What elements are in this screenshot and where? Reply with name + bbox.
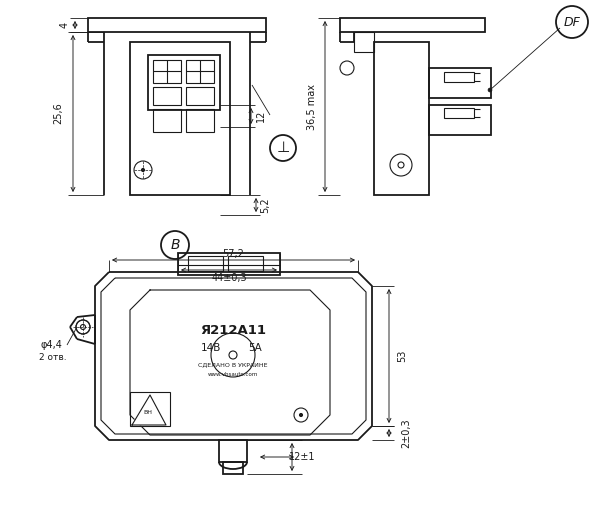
Bar <box>228 256 263 271</box>
Bar <box>130 42 230 195</box>
Text: 53: 53 <box>397 350 407 362</box>
Bar <box>223 462 243 474</box>
Text: СДЕЛАНО В УКРАИНЕ: СДЕЛАНО В УКРАИНЕ <box>198 363 268 368</box>
Text: 12±1: 12±1 <box>289 452 315 462</box>
Bar <box>153 60 181 83</box>
Circle shape <box>488 88 492 92</box>
Bar <box>374 42 429 195</box>
Text: 25,6: 25,6 <box>53 103 63 124</box>
Text: 5,2: 5,2 <box>260 197 270 213</box>
Text: 44±0,3: 44±0,3 <box>211 273 247 283</box>
Text: B: B <box>170 238 180 252</box>
Bar <box>429 105 491 135</box>
Bar <box>429 68 491 98</box>
Bar <box>148 55 220 110</box>
Bar <box>186 109 214 132</box>
Text: Я212А11: Я212А11 <box>200 324 266 336</box>
Text: 2±0,3: 2±0,3 <box>401 418 411 448</box>
Text: φ4,4: φ4,4 <box>40 340 62 350</box>
Bar <box>153 87 181 105</box>
Bar <box>178 253 280 275</box>
Text: DF: DF <box>564 16 581 28</box>
Text: 2 отв.: 2 отв. <box>39 352 67 362</box>
Bar <box>88 18 266 32</box>
Circle shape <box>142 169 145 172</box>
Circle shape <box>300 414 303 417</box>
Bar <box>219 440 247 462</box>
Bar <box>354 32 374 52</box>
Polygon shape <box>132 395 166 425</box>
Bar <box>444 108 474 118</box>
Bar <box>186 87 214 105</box>
Text: 36,5 max: 36,5 max <box>307 83 317 129</box>
Text: 12: 12 <box>256 110 266 122</box>
Text: 14В: 14В <box>201 343 221 353</box>
Text: 4: 4 <box>60 22 70 28</box>
Bar <box>188 256 223 271</box>
Text: 5А: 5А <box>248 343 262 353</box>
Bar <box>153 109 181 132</box>
Bar <box>130 392 170 426</box>
Bar <box>444 72 474 82</box>
Text: www.vbsauto.com: www.vbsauto.com <box>208 373 258 378</box>
Text: 57,2: 57,2 <box>223 249 244 259</box>
Bar <box>340 18 485 32</box>
Text: ⊥: ⊥ <box>276 140 289 156</box>
Text: ВН: ВН <box>144 410 153 415</box>
Bar <box>186 60 214 83</box>
